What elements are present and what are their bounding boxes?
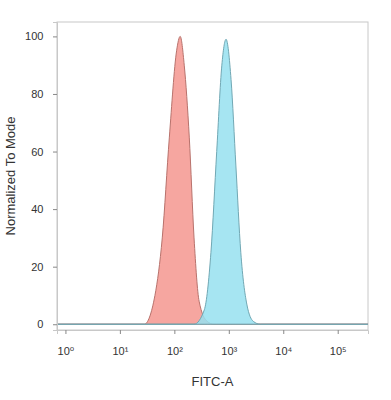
y-tick-label: 60	[31, 146, 43, 158]
x-tick: 10²	[167, 330, 183, 357]
y-tick: 20	[31, 261, 57, 273]
y-tick-mark	[53, 267, 57, 268]
x-tick-label: 10⁰	[58, 345, 75, 357]
histogram-area	[57, 39, 368, 324]
y-tick-mark	[53, 209, 57, 210]
x-tick-label: 10⁴	[275, 345, 292, 357]
x-tick-mark	[65, 330, 66, 334]
x-tick-label: 10¹	[112, 345, 128, 357]
y-tick-mark	[53, 324, 57, 325]
x-tick: 10⁰	[58, 330, 75, 357]
x-tick: 10¹	[112, 330, 128, 357]
y-tick-label: 80	[31, 88, 43, 100]
x-tick-mark	[338, 330, 339, 334]
plot-frame	[57, 22, 368, 330]
x-tick: 10³	[221, 330, 237, 357]
y-axis-title: Normalized To Mode	[3, 117, 18, 236]
y-tick-label: 20	[31, 261, 43, 273]
y-tick-label: 100	[25, 30, 43, 42]
chart: 10⁰ 10¹ 10² 10³ 10⁴ 10⁵ 0 20 40 60 80 100 FITC-A Norm…	[0, 0, 391, 400]
y-tick: 60	[31, 146, 57, 158]
plot: 10⁰ 10¹ 10² 10³ 10⁴ 10⁵ 0 20 40 60 80 100	[25, 22, 368, 357]
x-tick-mark	[120, 330, 121, 334]
y-tick-label: 0	[37, 318, 43, 330]
y-tick-mark	[53, 94, 57, 95]
x-tick-mark	[229, 330, 230, 334]
y-tick: 0	[37, 318, 57, 330]
x-axis-title: FITC-A	[192, 374, 234, 389]
y-tick-label: 40	[31, 203, 43, 215]
x-tick-mark	[283, 330, 284, 334]
y-tick: 100	[25, 30, 57, 42]
y-axis-line	[53, 23, 58, 331]
x-tick: 10⁴	[275, 330, 292, 357]
x-tick-mark	[174, 330, 175, 334]
x-tick-label: 10³	[221, 345, 237, 357]
x-axis-line	[58, 331, 369, 335]
y-tick: 40	[31, 203, 57, 215]
y-tick-mark	[53, 152, 57, 153]
histogram-area	[57, 36, 368, 324]
series-group	[57, 36, 368, 324]
y-tick-mark	[53, 36, 57, 37]
x-tick-label: 10²	[167, 345, 183, 357]
x-tick-label: 10⁵	[330, 345, 347, 357]
x-tick: 10⁵	[330, 330, 347, 357]
y-tick: 80	[31, 88, 57, 100]
y-axis: 0 20 40 60 80 100	[25, 23, 57, 331]
x-axis: 10⁰ 10¹ 10² 10³ 10⁴ 10⁵	[58, 330, 369, 357]
